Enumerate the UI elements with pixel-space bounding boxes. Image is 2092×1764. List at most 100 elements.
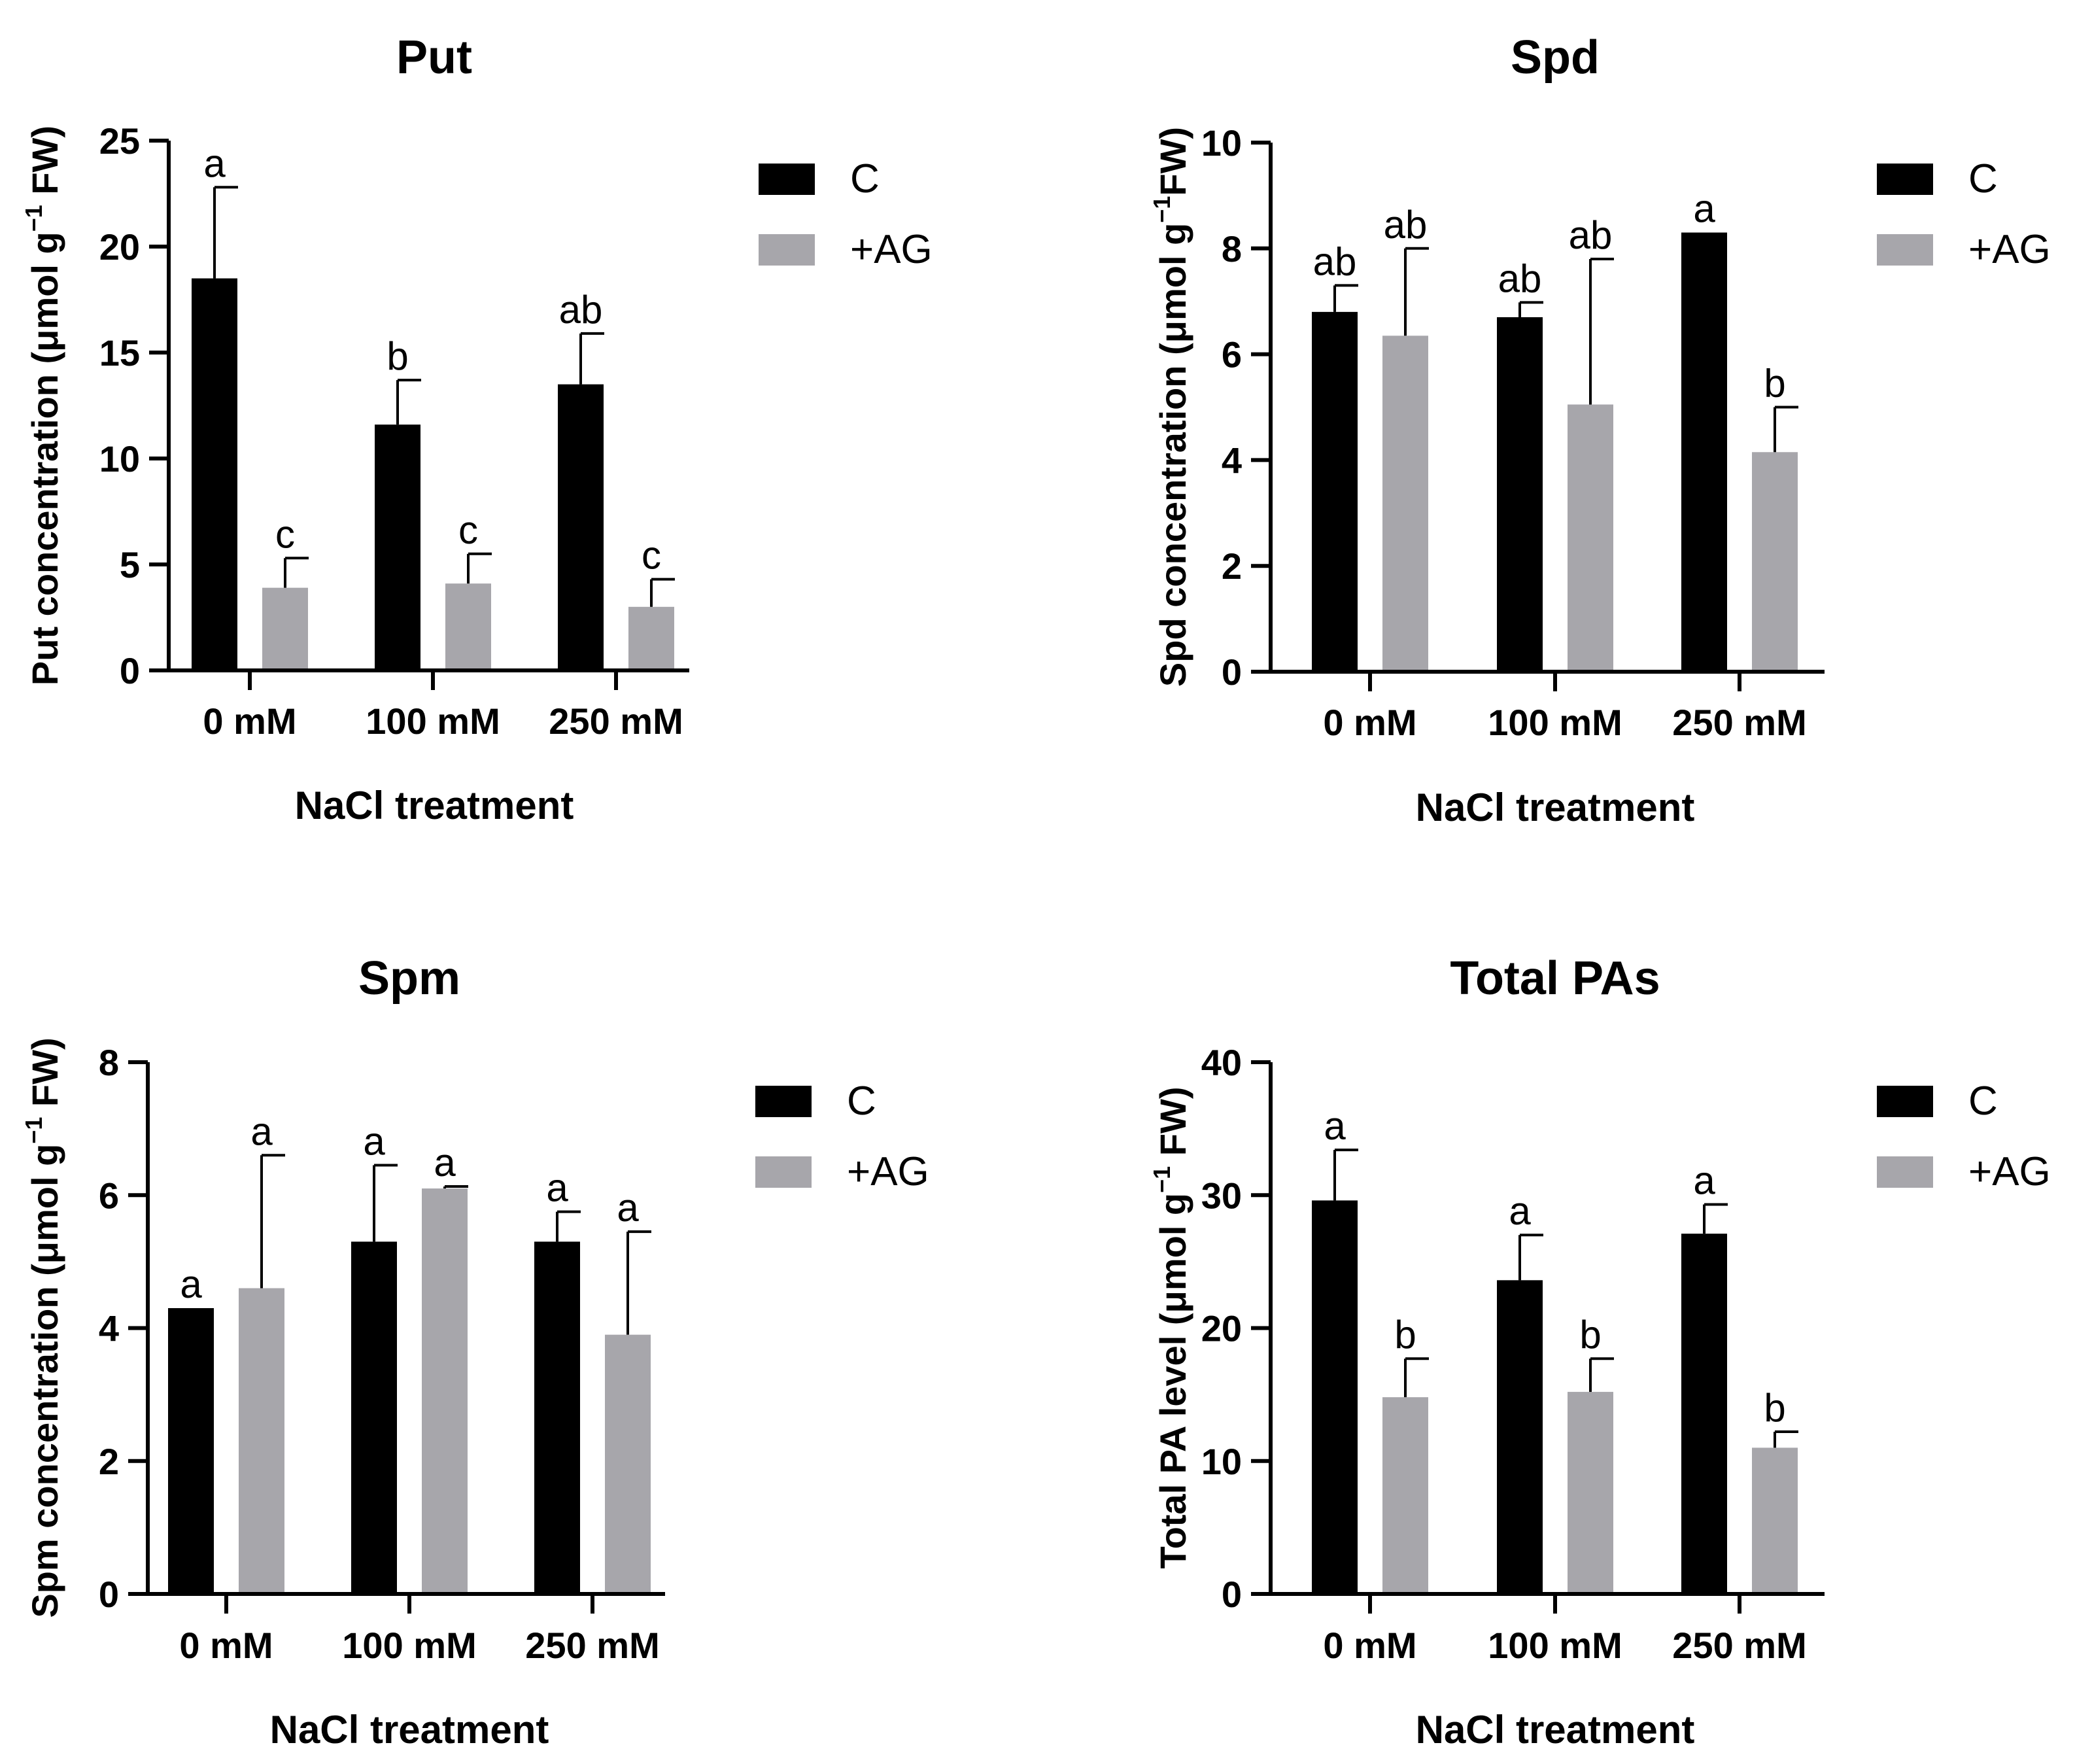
y-tick-label: 10 [1201,122,1242,164]
y-axis-label-text: Total PA level (μmol g [1152,1193,1193,1569]
legend-swatch-ag [1877,234,1933,266]
bar-ag-1 [1382,336,1428,672]
significance-letter: a [434,1141,456,1185]
x-tick-label: 100 mM [1488,702,1622,743]
significance-letter: a [1693,187,1715,231]
significance-letter: a [363,1120,385,1164]
chart-title: Total PAs [1450,952,1660,1005]
bar-c-2 [351,1241,397,1594]
bar-c-1 [168,1308,214,1594]
chart-title: Spd [1511,31,1600,84]
y-tick-label: 20 [99,226,140,268]
legend-swatch-c [759,164,815,195]
significance-letter: b [386,334,408,378]
y-tick-label: 6 [99,1175,119,1216]
y-axis-label-superscript: −1 [1148,1166,1175,1193]
bar-ag-3 [1752,452,1798,672]
significance-letter: a [617,1186,639,1230]
significance-letter: ab [1498,256,1542,300]
bar-c-3 [1681,232,1727,672]
y-tick-label: 30 [1201,1175,1242,1216]
significance-letter: b [1764,1386,1785,1430]
bar-c-3 [534,1241,580,1594]
y-axis-label-superscript: −1 [1148,196,1175,223]
y-axis-label-unit: FW) [24,1037,65,1116]
y-axis-label: Total PA level (μmol g−1 FW) [1148,1087,1193,1569]
bar-c-3 [1681,1234,1727,1594]
y-tick-label: 10 [1201,1441,1242,1482]
legend-label-c: C [850,156,880,201]
y-axis-label: Put concentration (μmol g−1 FW) [20,126,65,685]
x-axis-label: NaCl treatment [1416,786,1695,829]
chart-title: Put [396,31,472,84]
significance-letter: a [203,141,226,185]
y-tick-label: 0 [99,1574,119,1615]
bar-c-3 [558,384,604,670]
bar-ag-1 [1382,1397,1428,1594]
y-tick-label: 6 [1222,334,1242,375]
y-tick-label: 8 [1222,228,1242,269]
y-tick-label: 5 [120,544,140,585]
legend-label-ag: +AG [850,227,933,272]
y-axis-label-text: Spd concentration (μmol g [1152,223,1193,687]
bar-ag-2 [1568,404,1613,672]
significance-letter: c [275,512,295,556]
x-axis-label: NaCl treatment [295,784,574,827]
significance-letter: a [180,1262,202,1306]
x-tick-label: 100 mM [1488,1625,1622,1666]
significance-letter: c [642,534,661,578]
y-tick-label: 8 [99,1042,119,1083]
legend-swatch-ag [1877,1156,1933,1188]
significance-letter: ab [1384,203,1428,247]
bar-ag-3 [1752,1447,1798,1594]
x-tick-label: 100 mM [342,1625,476,1666]
significance-letter: ab [1313,239,1357,283]
bar-c-2 [1497,317,1543,672]
y-tick-label: 0 [120,650,140,691]
y-axis-label-text: Spm concentration (μmol g [24,1144,65,1618]
significance-letter: b [1579,1313,1601,1357]
significance-letter: ab [559,288,603,332]
significance-letter: a [1509,1189,1531,1233]
y-axis-label: Spm concentration (μmol g−1 FW) [20,1037,65,1617]
legend-label-c: C [847,1079,876,1124]
legend-swatch-c [755,1086,812,1117]
y-axis-label-unit: FW) [1152,1087,1193,1166]
x-tick-label: 0 mM [1323,1625,1416,1666]
legend-swatch-c [1877,164,1933,195]
legend-swatch-ag [755,1156,812,1188]
y-tick-label: 4 [99,1308,119,1349]
y-tick-label: 10 [99,438,140,479]
legend-label-ag: +AG [847,1149,929,1194]
y-tick-label: 2 [99,1441,119,1482]
y-tick-label: 25 [99,120,140,162]
significance-letter: a [250,1109,273,1153]
x-axis-label: NaCl treatment [270,1708,549,1752]
x-tick-label: 250 mM [549,700,683,742]
y-tick-label: 2 [1222,545,1242,587]
legend-label-c: C [1968,156,1998,201]
bar-c-2 [1497,1280,1543,1594]
x-tick-label: 0 mM [203,700,296,742]
x-tick-label: 0 mM [179,1625,273,1666]
bar-ag-3 [605,1334,651,1594]
bar-ag-2 [422,1188,468,1594]
significance-letter: c [458,508,478,552]
y-tick-label: 15 [99,332,140,373]
bar-c-1 [1312,311,1358,672]
x-tick-label: 250 mM [1672,702,1806,743]
bar-ag-2 [445,583,491,670]
x-tick-label: 100 mM [366,700,500,742]
bar-c-1 [192,278,237,671]
x-tick-label: 250 mM [1672,1625,1806,1666]
y-tick-label: 0 [1222,651,1242,693]
y-tick-label: 0 [1222,1574,1242,1615]
significance-letter: a [546,1166,568,1210]
y-axis-label-superscript: −1 [20,1117,47,1144]
legend-label-c: C [1968,1079,1998,1124]
y-tick-label: 20 [1201,1308,1242,1349]
chart-panel-4: Total PAs a a a b b b 0 10 20 30 40 0 mM 100 mM 250 mM… [1148,952,2051,1752]
